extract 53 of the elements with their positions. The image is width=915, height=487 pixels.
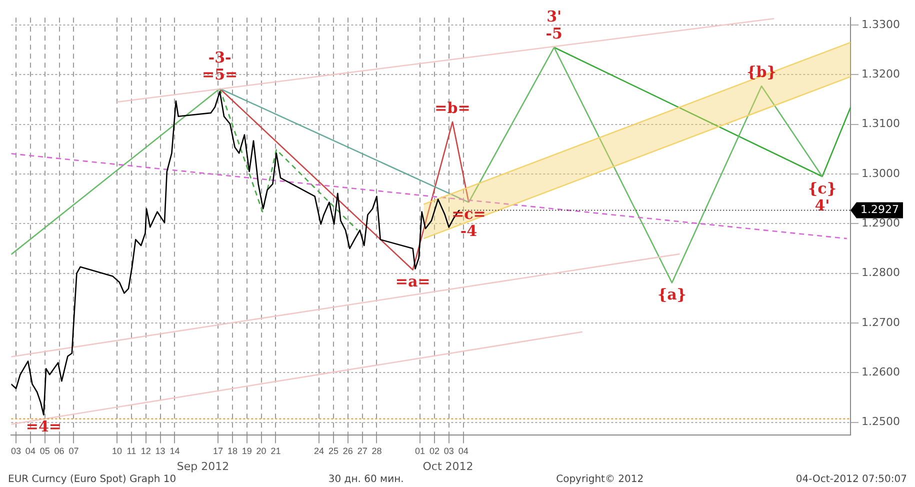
x-tick-label: 07 bbox=[68, 446, 79, 456]
x-tick-label: 21 bbox=[270, 446, 281, 456]
x-tick-label: 26 bbox=[342, 446, 353, 456]
x-tick-label: 11 bbox=[126, 446, 136, 456]
x-tick-label: 01 bbox=[415, 446, 426, 456]
x-tick-label: 20 bbox=[256, 446, 266, 456]
y-tick-label: 1.3100 bbox=[862, 117, 900, 130]
x-tick-label: 04 bbox=[458, 446, 468, 456]
x-tick-label: 10 bbox=[112, 446, 122, 456]
y-tick-label: 1.2700 bbox=[862, 316, 900, 329]
text: Oct 2012 bbox=[422, 460, 474, 473]
text: EUR Curncy (Euro Spot) Graph 10 bbox=[8, 474, 176, 487]
annotation: =b= bbox=[434, 98, 470, 117]
x-tick-label: 24 bbox=[314, 446, 324, 456]
y-tick-label: 1.2600 bbox=[862, 365, 900, 378]
annotation: {c} bbox=[808, 179, 836, 198]
x-tick-label: 03 bbox=[444, 446, 454, 456]
y-tick-label: 1.2900 bbox=[862, 216, 900, 230]
text: 04-Oct-2012 07:50:07 bbox=[796, 474, 907, 487]
x-tick-label: 25 bbox=[328, 446, 338, 456]
line-series bbox=[219, 88, 358, 231]
annotation: 3' bbox=[546, 7, 562, 26]
x-tick-label: 28 bbox=[372, 446, 382, 456]
annotation: =4= bbox=[26, 418, 62, 436]
annotation: 4' bbox=[814, 196, 830, 214]
y-tick-label: 1.3200 bbox=[862, 68, 900, 81]
annotation: -3- bbox=[208, 48, 232, 66]
annotation: 1.2927 bbox=[860, 203, 900, 216]
text: Sep 2012 bbox=[176, 460, 230, 473]
x-tick-label: 04 bbox=[25, 446, 36, 456]
annotation: -5 bbox=[546, 24, 562, 42]
x-tick-label: 19 bbox=[242, 446, 252, 456]
x-tick-label: 05 bbox=[40, 446, 50, 456]
x-tick-label: 27 bbox=[357, 446, 368, 456]
text: 30 дн. 60 мин. bbox=[328, 474, 404, 487]
annotation: -4 bbox=[460, 222, 478, 240]
x-tick-label: 13 bbox=[155, 446, 166, 456]
x-tick-label: 12 bbox=[140, 446, 151, 456]
y-tick-label: 1.2800 bbox=[862, 266, 900, 280]
x-tick-label: 06 bbox=[54, 446, 64, 456]
annotation: =a= bbox=[395, 272, 430, 291]
x-tick-label: 17 bbox=[213, 446, 224, 456]
text: Copyright© 2012 bbox=[556, 474, 644, 487]
annotation: =5= bbox=[202, 66, 238, 84]
x-tick-label: 03 bbox=[11, 446, 22, 456]
y-tick-label: 1.3300 bbox=[862, 18, 900, 31]
y-tick-label: 1.3000 bbox=[862, 166, 900, 180]
y-tick-label: 1.2500 bbox=[862, 415, 900, 428]
annotation: {b} bbox=[746, 63, 776, 82]
x-tick-label: 02 bbox=[429, 446, 440, 456]
x-tick-label: 18 bbox=[227, 446, 238, 456]
x-tick-label: 14 bbox=[170, 446, 180, 456]
annotation: {a} bbox=[657, 286, 686, 304]
